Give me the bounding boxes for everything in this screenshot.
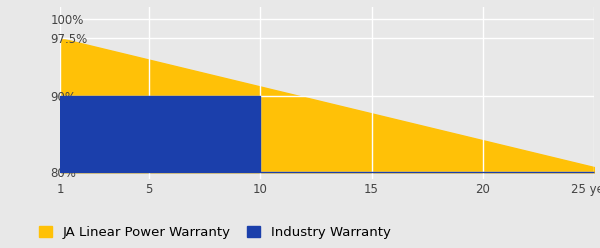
Legend: JA Linear Power Warranty, Industry Warranty: JA Linear Power Warranty, Industry Warra…	[37, 223, 393, 241]
